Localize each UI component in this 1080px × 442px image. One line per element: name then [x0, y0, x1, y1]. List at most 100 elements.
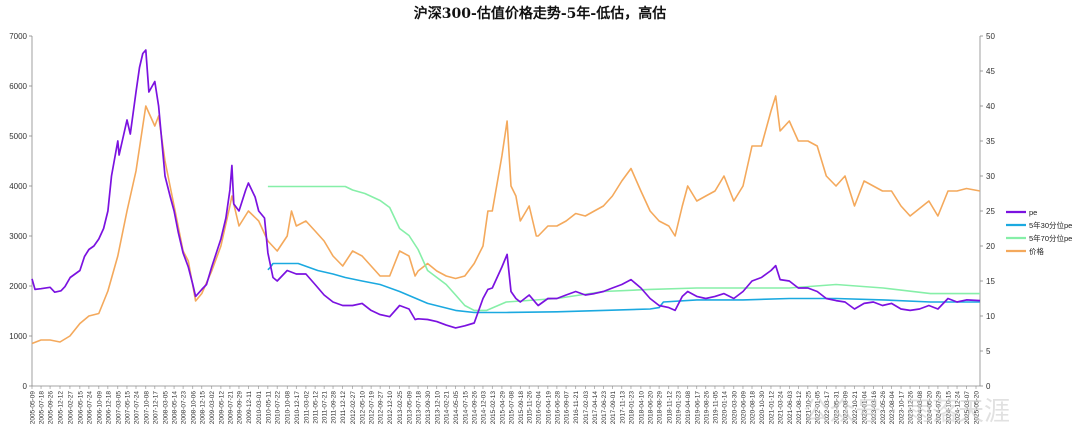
x-tick-label: 2008-05-14	[172, 391, 179, 425]
x-tick-label: 2009-09-29	[236, 391, 243, 425]
x-tick-label: 2015-09-18	[518, 391, 525, 425]
x-tick-label: 2011-03-02	[303, 391, 310, 424]
x-tick-label: 2017-06-23	[601, 391, 608, 425]
x-tick-label: 2021-06-03	[787, 391, 794, 425]
x-tick-label: 2022-03-17	[824, 391, 831, 425]
x-tick-label: 2007-07-24	[134, 391, 141, 425]
y-left-tick-label: 7000	[9, 32, 27, 41]
y-left-tick-label: 1000	[9, 332, 27, 341]
x-tick-label: 2010-07-22	[275, 391, 282, 425]
y-right-tick-label: 35	[986, 137, 995, 146]
x-tick-label: 2017-11-13	[619, 391, 626, 424]
x-tick-label: 2011-07-21	[322, 391, 329, 424]
x-tick-label: 2016-11-21	[573, 391, 580, 424]
x-tick-label: 2009-12-11	[246, 391, 253, 424]
x-tick-label: 2012-05-10	[360, 391, 367, 425]
legend: pe 5年30分位pe 5年70分位pe 价格	[1006, 208, 1072, 256]
x-tick-label: 2013-05-09	[407, 391, 414, 425]
x-tick-label: 2007-10-08	[143, 391, 150, 425]
x-tick-label: 2009-03-02	[209, 391, 216, 425]
x-tick-label: 2024-03-08	[917, 391, 924, 425]
y-left-tick-label: 5000	[9, 132, 27, 141]
y-right-tick-label: 15	[986, 277, 995, 286]
x-tick-label: 2013-09-30	[425, 391, 432, 425]
x-tick-label: 2019-06-17	[694, 391, 701, 425]
x-tick-label: 2018-11-12	[666, 391, 673, 424]
y-right-tick-label: 30	[986, 172, 995, 181]
x-tick-label: 2025-03-07	[964, 391, 971, 425]
series-line-5年30分位pe	[267, 262, 980, 314]
x-tick-label: 2015-04-29	[499, 391, 506, 425]
y-left-tick-label: 3000	[9, 232, 27, 241]
y-right-tick-label: 40	[986, 102, 995, 111]
x-tick-label: 2005-05-09	[30, 391, 37, 425]
x-tick-label: 2021-01-12	[768, 391, 775, 425]
x-tick-label: 2005-12-12	[58, 391, 65, 425]
x-tick-label: 2014-05-05	[453, 391, 460, 425]
x-tick-label: 2008-07-23	[181, 391, 188, 425]
x-tick-label: 2021-08-12	[796, 391, 803, 425]
x-tick-label: 2007-05-15	[124, 391, 131, 425]
x-tick-label: 2018-08-29	[657, 391, 664, 425]
x-tick-label: 2016-02-04	[536, 391, 543, 425]
x-tick-label: 2006-02-27	[67, 391, 74, 425]
y-left-tick-label: 0	[23, 382, 28, 391]
x-tick-label: 2006-10-09	[96, 391, 103, 425]
x-tick-label: 2015-11-26	[527, 391, 534, 424]
x-tick-label: 2023-03-16	[871, 391, 878, 425]
x-tick-label: 2015-07-08	[508, 391, 515, 425]
x-tick-label: 2023-12-26	[908, 391, 915, 425]
x-tick-label: 2009-07-21	[227, 391, 234, 425]
x-tick-label: 2014-02-21	[444, 391, 451, 425]
y-left-tick-label: 6000	[9, 82, 27, 91]
y-right-tick-label: 50	[986, 32, 995, 41]
x-tick-label: 2010-12-17	[294, 391, 301, 425]
x-tick-label: 2023-05-26	[880, 391, 887, 425]
x-tick-label: 2018-04-10	[638, 391, 645, 425]
x-tick-label: 2024-12-24	[955, 391, 962, 425]
x-tick-label: 2019-08-26	[703, 391, 710, 425]
x-tick-label: 2008-12-15	[199, 391, 206, 425]
legend-label: 5年30分位pe	[1029, 220, 1072, 230]
x-tick-label: 2014-12-03	[480, 391, 487, 425]
x-tick-label: 2006-12-18	[105, 391, 112, 425]
x-tick-label: 2021-10-25	[805, 391, 812, 425]
y-right-tick-label: 45	[986, 67, 995, 76]
x-tick-label: 2020-01-14	[722, 391, 729, 425]
x-tick-label: 2007-12-17	[152, 391, 159, 425]
y-right-tick-label: 10	[986, 312, 995, 321]
series-line-5年70分位pe	[267, 185, 980, 312]
x-tick-label: 2006-05-15	[77, 391, 84, 425]
x-tick-label: 2022-08-09	[843, 391, 850, 425]
x-tick-label: 2025-05-20	[974, 391, 981, 425]
x-tick-label: 2021-03-24	[778, 391, 785, 425]
series-line-pe	[31, 49, 981, 329]
x-tick-label: 2019-01-23	[676, 391, 683, 425]
y-left-tick-label: 2000	[9, 282, 27, 291]
x-tick-label: 2013-12-10	[434, 391, 441, 425]
x-tick-label: 2019-11-05	[712, 391, 719, 424]
x-tick-label: 2012-09-27	[378, 391, 385, 425]
x-tick-label: 2011-09-28	[331, 391, 338, 424]
chart-title: 沪深300-估值价格走势-5年-低估，高估	[414, 5, 666, 22]
x-tick-label: 2020-10-30	[759, 391, 766, 425]
x-tick-label: 2011-05-12	[313, 391, 320, 424]
x-tick-label: 2008-03-05	[163, 391, 170, 425]
x-tick-label: 2022-05-31	[834, 391, 841, 425]
x-tick-label: 2017-04-14	[592, 391, 599, 425]
x-tick-label: 2016-09-07	[564, 391, 571, 425]
x-tick-label: 2006-07-24	[86, 391, 93, 425]
x-tick-label: 2022-01-05	[815, 391, 822, 425]
x-tick-label: 2013-02-25	[397, 391, 404, 425]
y-right-tick-label: 5	[986, 347, 991, 356]
x-tick-label: 2020-08-18	[750, 391, 757, 425]
x-tick-label: 2023-10-17	[899, 391, 906, 425]
x-tick-label: 2018-01-23	[628, 391, 635, 425]
x-tick-label: 2014-07-15	[462, 391, 469, 425]
y-right-tick-label: 20	[986, 242, 995, 251]
x-tick-label: 2010-05-11	[265, 391, 272, 424]
x-tick-label: 2005-07-18	[39, 391, 46, 425]
x-tick-label: 2014-09-26	[472, 391, 479, 425]
x-tick-label: 2010-03-01	[256, 391, 263, 425]
x-tick-label: 2008-10-06	[190, 391, 197, 425]
